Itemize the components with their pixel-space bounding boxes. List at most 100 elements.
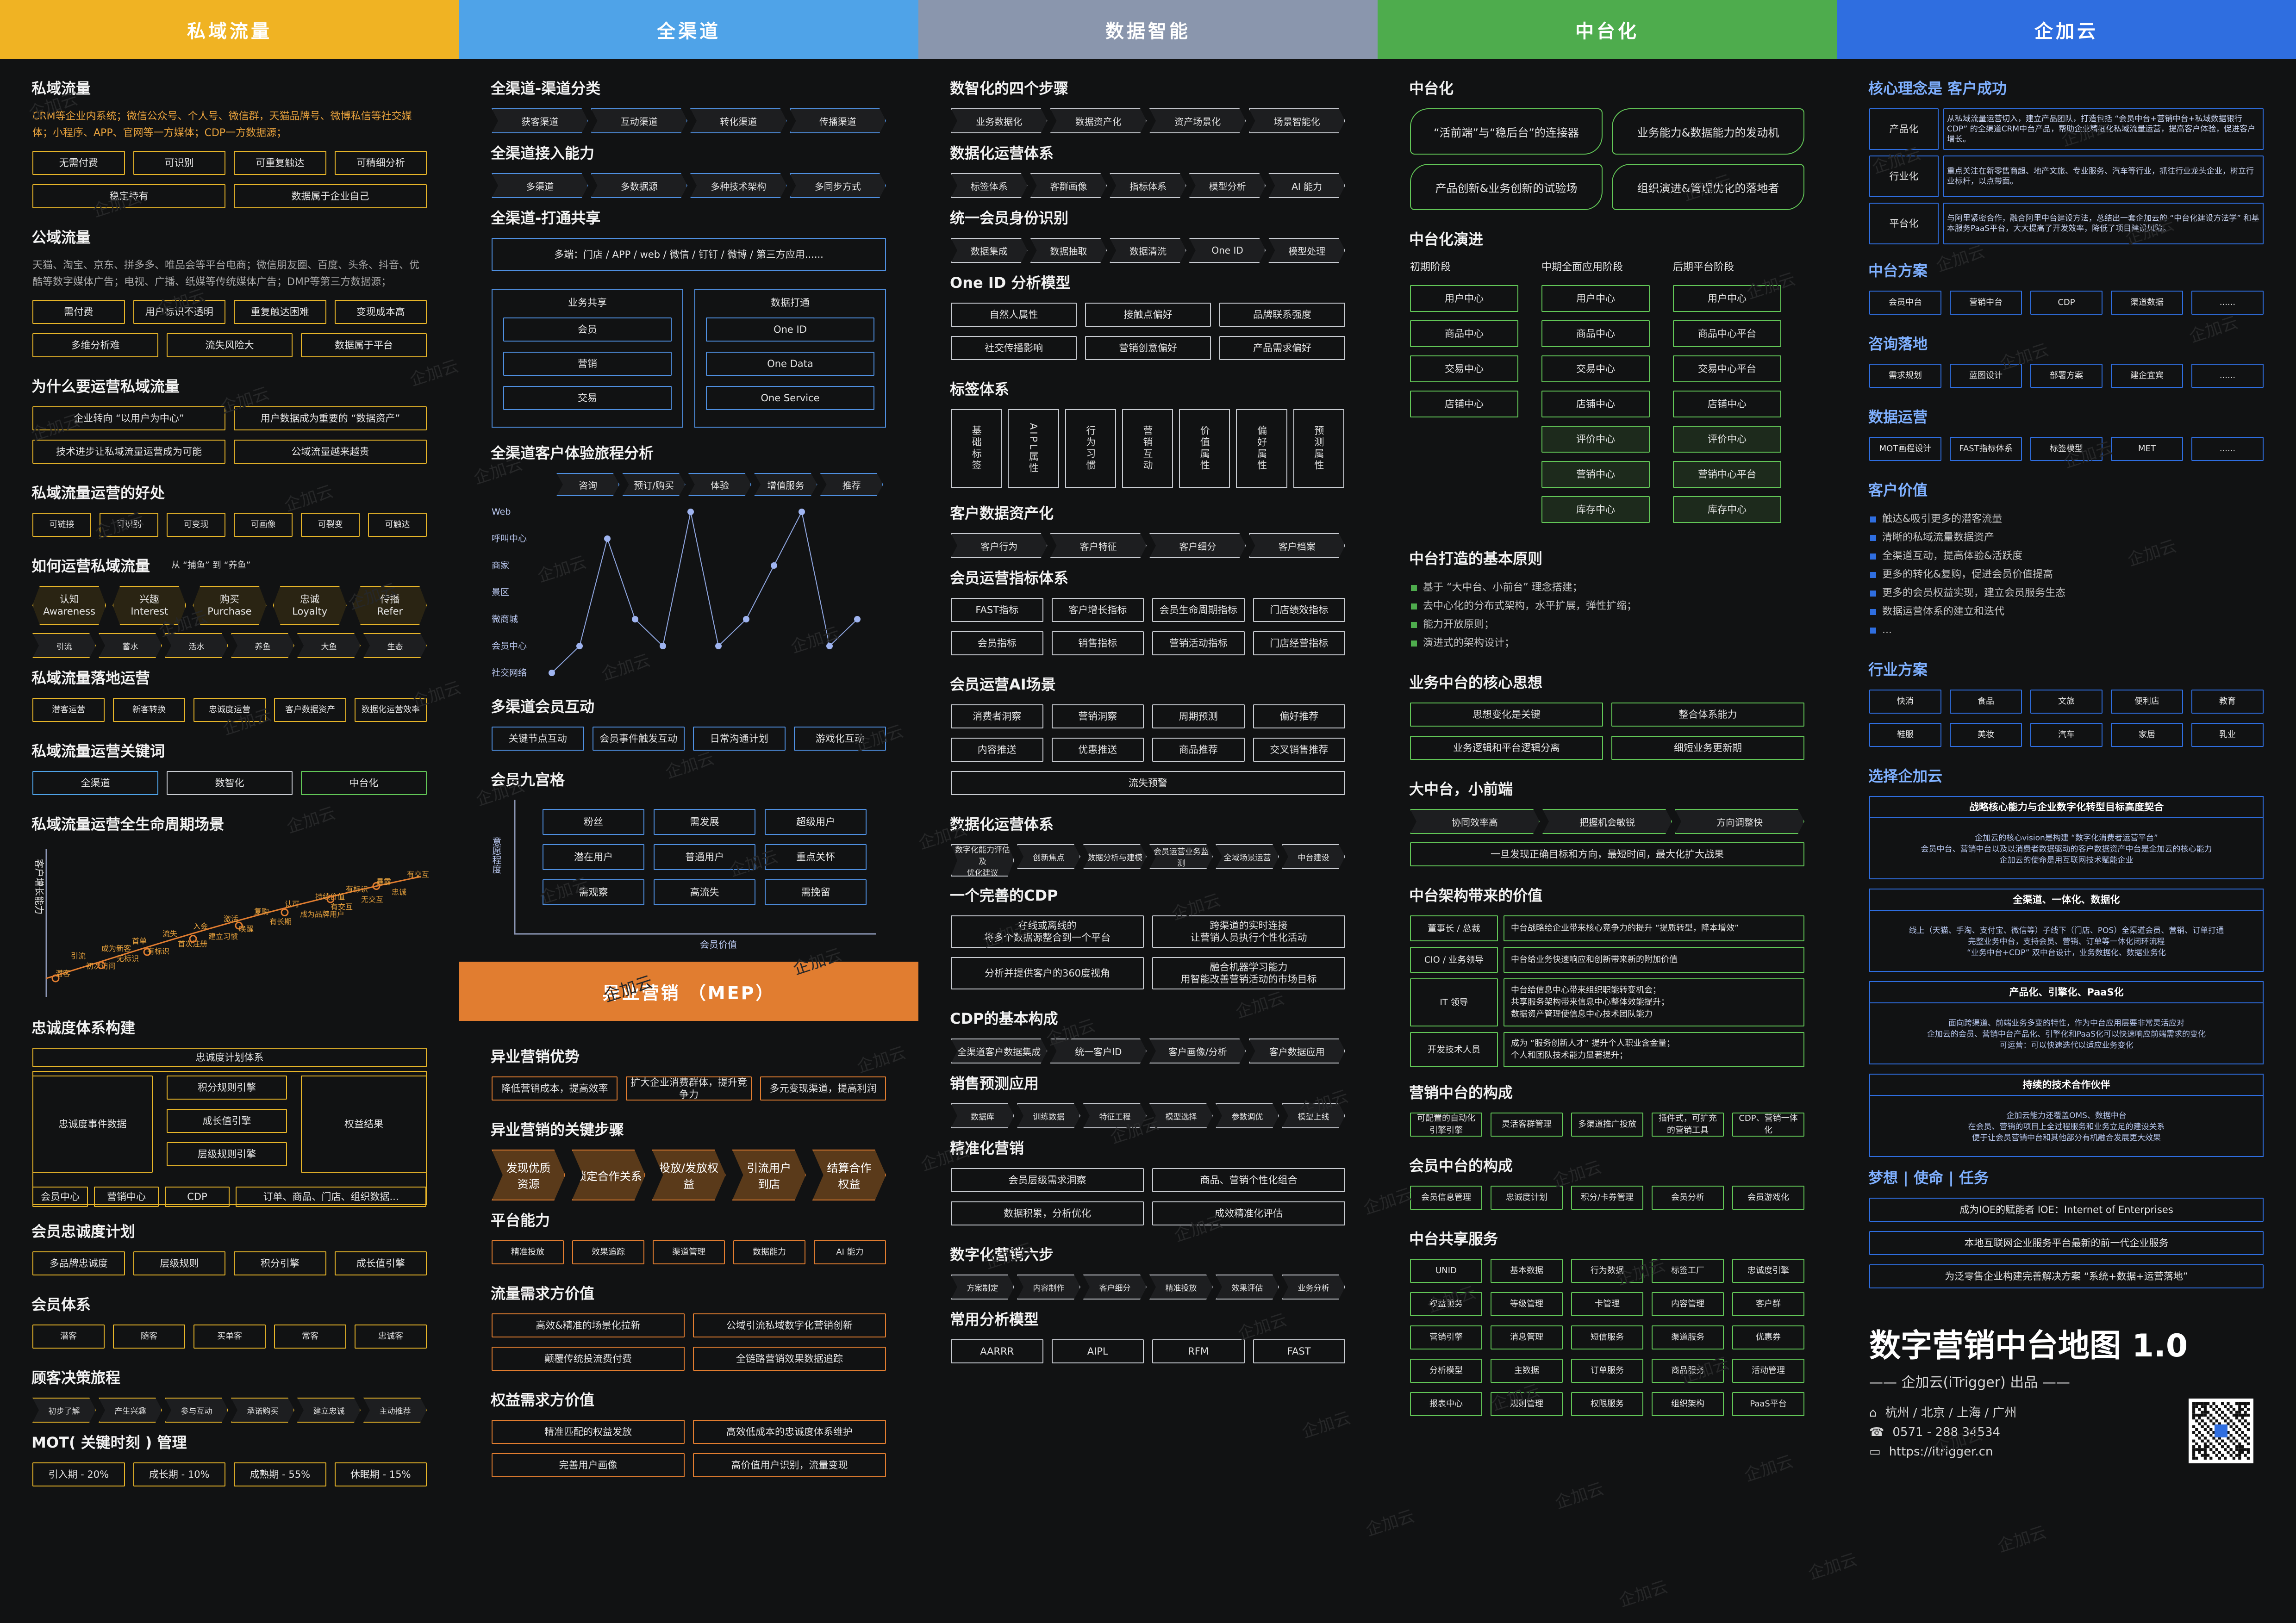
tag-box: 客户群 — [1732, 1292, 1804, 1316]
tag-box: FAST指标体系 — [1950, 437, 2022, 461]
chevron-step: 统一客户ID — [1050, 1038, 1147, 1063]
tag-box: 忠诚度运营 — [193, 698, 266, 722]
tag-box: 高效低成本的忠诚度体系维护 — [693, 1420, 886, 1444]
tag-box: 忠诚度计划 — [1491, 1186, 1563, 1210]
journey-stage: 咨询 — [556, 473, 619, 496]
tag-category: 预测属性 — [1293, 409, 1344, 488]
tag-box: 随客 — [113, 1325, 185, 1349]
poster-title: 数字营销中台地图 1.0 — [1869, 1328, 2188, 1364]
section-heading: 统一会员身份识别 — [950, 209, 1069, 227]
value-role: 开发技术人员 — [1410, 1032, 1498, 1067]
journey-channel: 社交网络 — [492, 668, 527, 678]
share-group-title: 数据打通 — [771, 297, 810, 308]
section-heading: 业务中台的核心思想 — [1409, 674, 1543, 691]
section-banner: 异业营销 （MEP） — [459, 962, 918, 1021]
column-header-c2: 全渠道 — [459, 0, 918, 59]
tag-box: 营销活动指标 — [1152, 631, 1245, 655]
evolution-center: 评价中心 — [1673, 426, 1781, 453]
tag-box: 消息管理 — [1491, 1325, 1563, 1349]
chevron-step: 数据分析与建模 — [1083, 844, 1147, 869]
loyalty-rights: 权益结果 — [301, 1076, 427, 1173]
chevron-step: 特征工程 — [1083, 1103, 1147, 1128]
bullet-item: 去中心化的分布式架构，水平扩展，弹性扩缩； — [1410, 597, 1804, 616]
tag-box: 内容管理 — [1652, 1292, 1724, 1316]
section-note: 从 “捕鱼” 到 “养鱼” — [171, 560, 251, 570]
tag-box: 营销引擎 — [1410, 1325, 1482, 1349]
journey-stage: 预订/购买 — [622, 473, 685, 496]
tag-box: 可画像 — [234, 513, 293, 537]
contact-url[interactable]: ▭ https://itrigger.cn — [1869, 1442, 2016, 1461]
tag-box: 偏好推荐 — [1253, 704, 1345, 728]
section-heading: 异业营销的关键步骤 — [491, 1121, 624, 1138]
section-heading: 权益需求方价值 — [491, 1391, 595, 1409]
section-heading: 会员忠诚度计划 — [31, 1223, 136, 1240]
tag-box: 周期预测 — [1152, 704, 1245, 728]
tag-box: 新客转换 — [113, 698, 185, 722]
loyalty-source: 订单、商品、门店、组织数据... — [236, 1187, 426, 1207]
chevron-step: 转化渠道 — [690, 108, 787, 133]
lifecycle-label: 无标识 — [117, 954, 139, 963]
bullet-item: ... — [1869, 621, 2264, 640]
tag-box: 成熟期 - 55% — [234, 1462, 326, 1486]
reason-title: 战略核心能力与企业数字化转型目标高度契合 — [1869, 796, 2264, 818]
value-description: 中台战略给企业带来核心竞争力的提升 “提质转型，降本增效” — [1504, 915, 1804, 941]
bullet-item: 更多的转化&复购，促进会员价值提高 — [1869, 566, 2264, 584]
tag-box: 社交传播影响 — [951, 336, 1077, 360]
bullet-list: 触达&吸引更多的潜客流量 清晰的私域流量数据资产 全渠道互动，提高体验&活跃度 更多的… — [1869, 510, 2264, 640]
section-heading: 全渠道客户体验旅程分析 — [491, 444, 654, 462]
step-hexagon: 投放/发放权益 — [652, 1150, 726, 1200]
tag-box: 本地互联网企业服务平台最新的前一代企业服务 — [1869, 1231, 2264, 1255]
tag-box: 公域引流私域数字化营销创新 — [693, 1313, 886, 1337]
step-hexagon: 购买 Purchase — [193, 586, 267, 625]
contact-list: ⌂ 杭州 / 北京 / 上海 / 广州 ☎ 0571 - 288 34534 ▭ http… — [1869, 1403, 2016, 1461]
loyalty-source: 会员中心 — [32, 1187, 88, 1207]
evolution-center: 营销中心平台 — [1673, 461, 1781, 488]
journey-point — [715, 643, 722, 649]
tag-box: 降低营销成本，提高效率 — [492, 1076, 618, 1101]
section-heading: 数字化营销六步 — [950, 1246, 1054, 1263]
tag-box: 忠诚度引擎 — [1732, 1259, 1804, 1283]
chevron-step: 客户细分 — [1149, 533, 1246, 558]
bullet-item: 能力开放原则； — [1410, 616, 1804, 634]
chevron-step: 获客渠道 — [492, 108, 588, 133]
lifecycle-label: 无交互 — [361, 895, 383, 904]
tag-box: 鞋服 — [1869, 723, 1941, 747]
share-group-title: 业务共享 — [568, 297, 607, 308]
share-group — [694, 289, 886, 428]
section-heading: 中台共享服务 — [1409, 1230, 1498, 1248]
lifecycle-label: 忠诚 — [392, 888, 406, 896]
section-heading: 中台架构带来的价值 — [1409, 887, 1543, 904]
section-heading: 中台打造的基本原则 — [1409, 550, 1543, 567]
chevron-step: 数字化能力评估及 优化建议 — [951, 844, 1014, 877]
chevron-step: 资产场景化 — [1149, 108, 1246, 133]
tag-box: AI 能力 — [814, 1240, 886, 1264]
tag-category: 营销互动 — [1122, 409, 1173, 488]
tag-box: 重复触达困难 — [234, 300, 326, 324]
chevron-step: 会员运营业务监测 — [1149, 844, 1213, 869]
column-c3: 数据智能 数智化的四个步骤 业务数据化 数据资产化 资产场景化 场景智能化 数据化运营体系标… — [918, 0, 1378, 1623]
lifecycle-label: 有交互 — [407, 870, 429, 879]
tag-box: 数智化 — [167, 771, 293, 795]
tag-box: 客户数据资产 — [274, 698, 346, 722]
share-item: 营销 — [503, 352, 672, 376]
mid-platform-role: “活前端”与“稳后台”的连接器 — [1410, 108, 1603, 155]
tag-box: 权益服务 — [1410, 1292, 1482, 1316]
section-heading: 梦想 | 使命 | 任务 — [1868, 1169, 1989, 1187]
tag-box: 组织架构 — [1652, 1392, 1724, 1416]
section-heading: 客户数据资产化 — [950, 504, 1054, 522]
lifecycle-label: 暴露 — [376, 877, 391, 886]
section-heading: 忠诚度体系构建 — [31, 1019, 136, 1037]
chevron-step: 业务数据化 — [951, 108, 1048, 133]
evolution-center: 用户中心 — [1410, 285, 1518, 312]
loyalty-engine: 层级规则引擎 — [167, 1142, 287, 1166]
mid-platform-role: 组织演进&管理优化的落地者 — [1612, 164, 1804, 210]
chevron-step: 客户细分 — [1083, 1275, 1147, 1300]
qr-code-icon[interactable] — [2189, 1399, 2253, 1463]
nine-grid-cell: 高流失 — [654, 879, 755, 905]
share-item: One ID — [706, 317, 874, 342]
tag-box: 标签模型 — [2030, 437, 2103, 461]
journey-point — [604, 535, 611, 542]
section-heading: 会员中台的构成 — [1409, 1157, 1513, 1175]
value-role: IT 领导 — [1410, 978, 1498, 1026]
